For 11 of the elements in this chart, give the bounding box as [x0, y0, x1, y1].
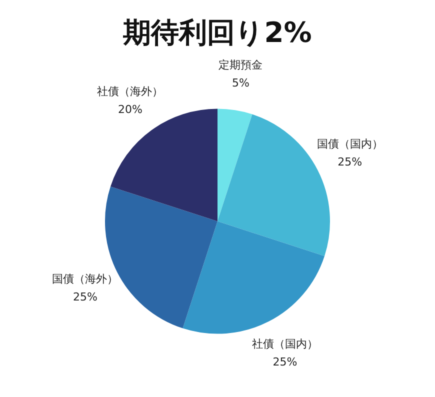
slice-label: 社債（国内）	[252, 337, 318, 350]
data-label: 5%	[232, 76, 250, 90]
data-label: 25%	[272, 355, 298, 368]
slice-label: 国債（国内）	[316, 138, 383, 151]
slice-label: 社債（海外）	[97, 85, 164, 98]
slice-label: 定期預金	[218, 58, 263, 72]
chart-title: 期待利回り2%	[122, 16, 312, 50]
data-label: 25%	[72, 290, 98, 304]
slice-label: 国債（海外）	[52, 272, 118, 286]
data-label: 25%	[338, 156, 362, 169]
data-label: 20%	[118, 103, 142, 116]
